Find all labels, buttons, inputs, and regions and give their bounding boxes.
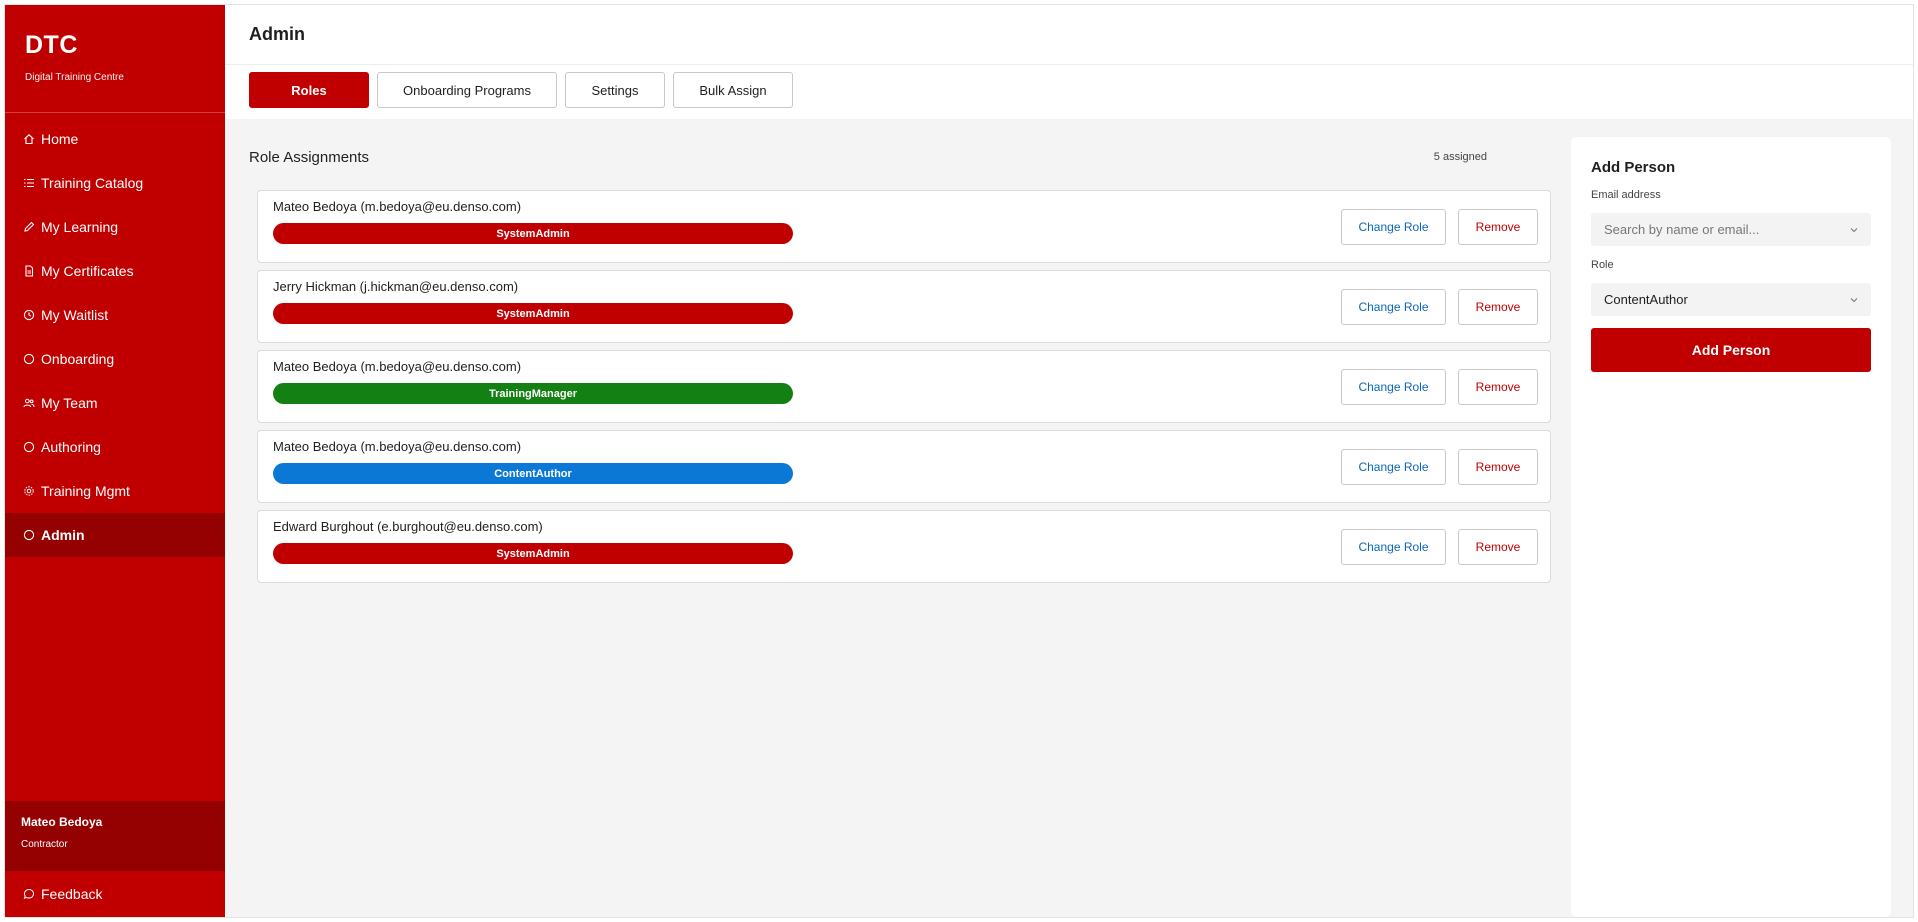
role-assignments-header: Role Assignments 5 assigned <box>249 135 1543 175</box>
sidebar-item-label: Authoring <box>41 439 101 455</box>
person-name: Mateo Bedoya (m.bedoya@eu.denso.com) <box>273 439 522 454</box>
person-name: Edward Burghout (e.burghout@eu.denso.com… <box>273 519 543 534</box>
team-icon <box>23 397 35 409</box>
tab-onboarding-programs[interactable]: Onboarding Programs <box>377 72 557 108</box>
person-name: Mateo Bedoya (m.bedoya@eu.denso.com) <box>273 359 522 374</box>
person-name: Jerry Hickman (j.hickman@eu.denso.com) <box>273 279 519 294</box>
page-title: Admin <box>249 24 305 44</box>
table-row: Jerry Hickman (j.hickman@eu.denso.com) S… <box>257 270 1551 343</box>
role-assignment-list: Mateo Bedoya (m.bedoya@eu.denso.com) Sys… <box>257 190 1551 583</box>
add-person-panel: Add Person Email address Search by name … <box>1571 137 1891 917</box>
remove-button[interactable]: Remove <box>1458 289 1538 325</box>
sidebar-item-label: My Team <box>41 395 98 411</box>
remove-button[interactable]: Remove <box>1458 529 1538 565</box>
tab-bar: Roles Onboarding Programs Settings Bulk … <box>225 65 1913 119</box>
sidebar-item-admin[interactable]: Admin <box>5 513 225 557</box>
sidebar-item-my-learning[interactable]: My Learning <box>5 205 225 249</box>
tab-settings[interactable]: Settings <box>565 72 665 108</box>
role-badge: SystemAdmin <box>273 303 793 324</box>
chat-icon <box>23 888 35 900</box>
user-role: Contractor <box>21 839 68 850</box>
assigned-count: 5 assigned <box>1433 151 1487 163</box>
feedback-label: Feedback <box>41 886 103 902</box>
change-role-button[interactable]: Change Role <box>1341 449 1446 485</box>
header: Admin <box>225 5 1913 65</box>
role-assignments-panel: Role Assignments 5 assigned Mateo Bedoya… <box>249 135 1551 917</box>
tab-bulk-assign[interactable]: Bulk Assign <box>673 72 793 108</box>
sidebar-item-training-mgmt[interactable]: Training Mgmt <box>5 469 225 513</box>
remove-button[interactable]: Remove <box>1458 209 1538 245</box>
list-icon <box>23 177 35 189</box>
role-label: Role <box>1591 259 1614 271</box>
tab-roles[interactable]: Roles <box>249 72 369 108</box>
content: Role Assignments 5 assigned Mateo Bedoya… <box>225 119 1913 917</box>
clock-icon <box>23 309 35 321</box>
gear-icon <box>23 485 35 497</box>
table-row: Edward Burghout (e.burghout@eu.denso.com… <box>257 510 1551 583</box>
remove-button[interactable]: Remove <box>1458 369 1538 405</box>
email-label: Email address <box>1591 189 1661 201</box>
brand: DTC Digital Training Centre <box>5 5 225 113</box>
add-person-button[interactable]: Add Person <box>1591 328 1871 372</box>
role-badge: SystemAdmin <box>273 223 793 244</box>
sidebar-item-home[interactable]: Home <box>5 117 225 161</box>
brand-title: DTC <box>25 31 78 59</box>
table-row: Mateo Bedoya (m.bedoya@eu.denso.com) Sys… <box>257 190 1551 263</box>
sidebar-item-label: My Learning <box>41 219 119 235</box>
sidebar-item-label: Training Mgmt <box>41 483 130 499</box>
sidebar-item-my-waitlist[interactable]: My Waitlist <box>5 293 225 337</box>
role-badge: ContentAuthor <box>273 463 793 484</box>
role-badge: SystemAdmin <box>273 543 793 564</box>
person-name: Mateo Bedoya (m.bedoya@eu.denso.com) <box>273 199 522 214</box>
main-area: Admin Roles Onboarding Programs Settings… <box>225 5 1913 917</box>
sidebar-item-my-team[interactable]: My Team <box>5 381 225 425</box>
chevron-down-icon <box>1850 227 1858 232</box>
circle-icon <box>23 441 35 453</box>
email-placeholder: Search by name or email... <box>1604 222 1760 237</box>
change-role-button[interactable]: Change Role <box>1341 369 1446 405</box>
circle-icon <box>23 353 35 365</box>
sidebar: DTC Digital Training Centre Home Trainin… <box>5 5 225 917</box>
email-search-select[interactable]: Search by name or email... <box>1591 213 1871 246</box>
sidebar-item-onboarding[interactable]: Onboarding <box>5 337 225 381</box>
add-person-title: Add Person <box>1591 159 1676 176</box>
brand-subtitle: Digital Training Centre <box>25 72 124 83</box>
chevron-down-icon <box>1850 297 1858 302</box>
sidebar-item-label: Home <box>41 131 79 147</box>
sidebar-item-label: Onboarding <box>41 351 115 367</box>
sidebar-item-label: Admin <box>41 527 85 543</box>
sidebar-item-label: My Certificates <box>41 263 134 279</box>
role-select-value: ContentAuthor <box>1604 292 1688 307</box>
pencil-icon <box>23 221 35 233</box>
change-role-button[interactable]: Change Role <box>1341 289 1446 325</box>
role-badge: TrainingManager <box>273 383 793 404</box>
remove-button[interactable]: Remove <box>1458 449 1538 485</box>
sidebar-item-authoring[interactable]: Authoring <box>5 425 225 469</box>
sidebar-item-label: My Waitlist <box>41 307 109 323</box>
user-profile[interactable]: Mateo Bedoya Contractor <box>5 801 225 871</box>
change-role-button[interactable]: Change Role <box>1341 529 1446 565</box>
circle-icon <box>23 529 35 541</box>
table-row: Mateo Bedoya (m.bedoya@eu.denso.com) Con… <box>257 430 1551 503</box>
role-assignments-title: Role Assignments <box>249 148 370 166</box>
sidebar-item-label: Training Catalog <box>41 175 144 191</box>
document-icon <box>23 265 35 277</box>
app-window: DTC Digital Training Centre Home Trainin… <box>4 4 1914 918</box>
table-row: Mateo Bedoya (m.bedoya@eu.denso.com) Tra… <box>257 350 1551 423</box>
sidebar-item-training-catalog[interactable]: Training Catalog <box>5 161 225 205</box>
user-name: Mateo Bedoya <box>21 815 103 829</box>
change-role-button[interactable]: Change Role <box>1341 209 1446 245</box>
home-icon <box>23 133 35 145</box>
role-select[interactable]: ContentAuthor <box>1591 283 1871 316</box>
sidebar-item-my-certificates[interactable]: My Certificates <box>5 249 225 293</box>
sidebar-nav: Home Training Catalog My Learning My Cer… <box>5 117 225 557</box>
feedback-button[interactable]: Feedback <box>5 871 225 917</box>
